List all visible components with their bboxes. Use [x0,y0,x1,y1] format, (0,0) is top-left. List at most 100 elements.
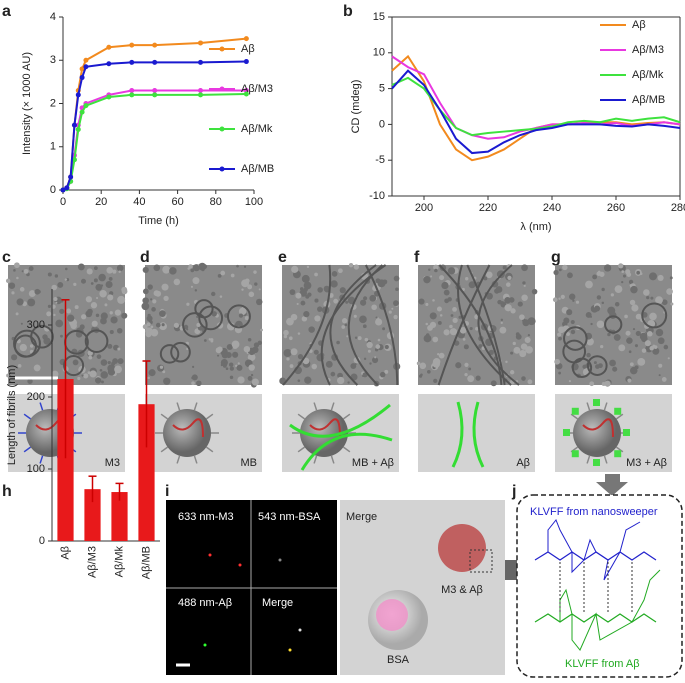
legend-label: Aβ/M3 [241,83,273,95]
marker [83,57,89,63]
texture [186,302,190,306]
texture [524,337,531,344]
texture [142,297,149,304]
texture [15,312,19,316]
y-axis-label: Length of fibrils (nm) [6,365,18,465]
texture [105,281,113,289]
texture [391,307,394,310]
bar [111,492,128,541]
texture [314,298,319,303]
texture [47,272,52,277]
texture [586,352,591,358]
texture [597,270,601,274]
texture [55,319,64,328]
texture [375,318,383,326]
texture [612,366,618,372]
legend-marker [219,166,225,172]
texture [650,276,654,280]
texture [258,288,261,291]
marker [152,92,158,98]
texture [437,320,442,325]
texture [87,308,93,315]
texture [505,282,511,287]
texture [495,286,503,293]
texture [147,284,153,290]
texture [527,379,533,385]
texture [295,292,302,299]
texture [210,339,214,343]
nanosweeper [573,409,621,457]
texture [490,380,497,387]
texture [243,345,251,353]
texture [486,292,493,300]
texture [73,282,77,287]
texture [452,317,458,323]
texture [226,343,233,351]
texture [183,324,189,330]
arm [330,455,335,464]
y-tick-label: 15 [373,11,385,23]
arm [297,446,306,453]
marker [68,174,74,180]
texture [646,330,653,337]
texture [231,340,240,349]
texture [237,376,245,384]
marker [106,61,112,67]
texture [247,376,253,381]
texture [98,273,106,282]
texture [27,298,36,307]
texture [430,275,433,278]
texture [353,314,357,318]
texture [47,304,52,308]
arm [193,455,198,464]
texture [418,298,425,305]
texture [253,270,257,274]
texture [297,379,301,382]
bound-peptide [623,429,630,436]
caption: M3 + Aβ [626,457,667,469]
marker [64,185,70,191]
texture [585,280,593,289]
texture [475,375,481,381]
texture [161,283,169,291]
texture [74,305,79,310]
texture [604,380,611,387]
texture [339,287,346,294]
texture [95,313,100,318]
texture [85,296,93,303]
texture [194,289,198,292]
texture [635,330,641,337]
arm [205,446,214,453]
texture [29,344,34,348]
texture [568,379,572,383]
texture [27,378,33,384]
texture [150,328,159,337]
texture [55,301,58,304]
x-tick-label: Aβ [59,546,71,560]
texture [631,304,639,312]
texture [107,364,116,373]
fibril [364,264,399,386]
bound-peptide [592,399,600,406]
texture [395,287,399,292]
texture [191,381,195,386]
texture [629,362,634,367]
texture [159,365,164,369]
texture [325,360,333,368]
arrow [596,474,628,496]
texture [444,298,450,304]
texture [303,281,312,290]
texture [116,327,123,334]
marker [75,92,81,98]
marker [71,157,77,163]
texture [666,288,673,295]
texture [19,343,27,352]
texture [297,354,304,360]
texture [16,276,19,280]
texture [570,329,576,335]
arm [176,455,181,464]
particle [170,341,191,363]
texture [502,265,507,270]
texture [288,336,293,341]
texture [585,311,592,318]
